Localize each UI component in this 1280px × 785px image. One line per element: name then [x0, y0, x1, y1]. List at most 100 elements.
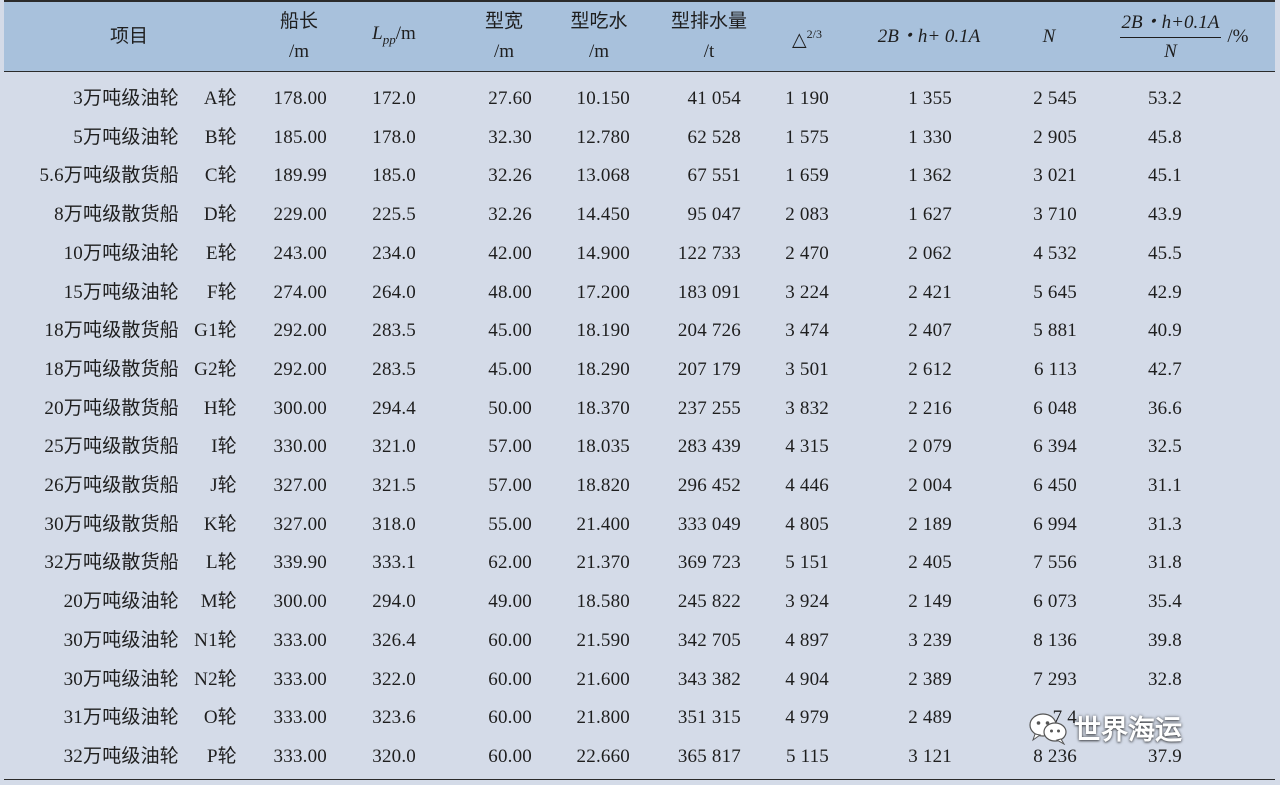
cell-formula: 3 121 [908, 745, 952, 767]
cell-width: 27.60 [488, 88, 532, 109]
cell-draft: 21.400 [576, 513, 630, 535]
cell-name: 20万吨级散货船 [44, 397, 179, 419]
cell-lpp: 323.6 [372, 707, 416, 729]
cell-n: 6 450 [1033, 475, 1077, 496]
cell-formula: 2 216 [908, 397, 952, 419]
cell-ratio: 31.1 [1147, 475, 1182, 496]
cell-length: 178.00 [273, 88, 327, 109]
cell-n: 6 994 [1033, 513, 1077, 535]
cell-name: 30万吨级油轮 [63, 668, 179, 690]
cell-name: 20万吨级油轮 [63, 591, 179, 613]
cell-formula: 2 389 [908, 668, 952, 690]
cell-n: 6 073 [1033, 591, 1077, 613]
cell-name: 5万吨级油轮 [73, 126, 179, 148]
cell-n: 4 532 [1033, 242, 1077, 264]
cell-delta: 1 190 [785, 88, 829, 109]
cell-formula: 1 362 [908, 165, 952, 187]
cell-ratio: 32.8 [1147, 668, 1182, 690]
cell-disp: 245 822 [677, 591, 741, 613]
cell-name: 25万吨级散货船 [44, 436, 179, 458]
cell-width: 50.00 [488, 397, 532, 419]
table-row: 5.6万吨级散货船 C轮 189.99 185.0 32.26 13.068 67 551 1… [4, 157, 1275, 196]
cell-ship: K轮 [203, 513, 237, 535]
cell-draft: 18.820 [576, 475, 630, 496]
cell-draft: 21.800 [576, 707, 630, 729]
cell-length: 333.00 [273, 629, 327, 651]
cell-lpp: 172.0 [372, 88, 416, 109]
cell-formula: 1 330 [908, 126, 952, 148]
cell-draft: 17.200 [576, 281, 630, 303]
cell-n: 2 545 [1033, 88, 1077, 109]
table-row: 3万吨级油轮 A轮 178.00 172.0 27.60 10.150 41 054 1 19… [4, 80, 1275, 119]
cell-ratio: 35.4 [1147, 591, 1182, 613]
cell-n: 2 905 [1033, 126, 1077, 148]
cell-width: 60.00 [488, 629, 532, 651]
cell-formula: 2 149 [908, 591, 952, 613]
cell-lpp: 318.0 [372, 513, 416, 535]
table-row: 8万吨级散货船 D轮 229.00 225.5 32.26 14.450 95 047 2 0… [4, 196, 1275, 235]
cell-width: 32.26 [488, 165, 532, 187]
cell-ship: C轮 [204, 165, 237, 187]
cell-length: 327.00 [273, 513, 327, 535]
cell-draft: 14.900 [576, 242, 630, 264]
cell-disp: 122 733 [677, 242, 741, 264]
table-row: 15万吨级油轮 F轮 274.00 264.0 48.00 17.200 183 091 3 … [4, 274, 1275, 313]
cell-lpp: 333.1 [372, 552, 416, 574]
cell-delta: 3 474 [785, 320, 829, 342]
cell-name: 32万吨级散货船 [44, 552, 179, 574]
cell-name: 15万吨级油轮 [63, 281, 179, 303]
table-row: 30万吨级油轮 N1轮 333.00 326.4 60.00 21.590 342 705 4… [4, 622, 1275, 661]
table-row: 18万吨级散货船 G1轮 292.00 283.5 45.00 18.190 204 726… [4, 312, 1275, 351]
cell-ship: D轮 [203, 204, 237, 226]
cell-width: 48.00 [488, 281, 532, 303]
cell-delta: 3 832 [785, 397, 829, 419]
cell-name: 30万吨级油轮 [63, 629, 179, 651]
cell-width: 42.00 [488, 242, 532, 264]
cell-width: 45.00 [488, 320, 532, 342]
cell-draft: 12.780 [576, 126, 630, 148]
cell-length: 292.00 [273, 320, 327, 342]
cell-length: 300.00 [273, 397, 327, 419]
cell-length: 333.00 [273, 707, 327, 729]
cell-length: 243.00 [273, 242, 327, 264]
cell-formula: 2 421 [908, 281, 952, 303]
cell-draft: 10.150 [576, 88, 630, 109]
cell-lpp: 322.0 [372, 668, 416, 690]
cell-name: 32万吨级油轮 [63, 745, 179, 767]
cell-name: 26万吨级散货船 [44, 475, 179, 496]
cell-ship: E轮 [205, 242, 237, 264]
table-row: 10万吨级油轮 E轮 243.00 234.0 42.00 14.900 122 733 2 … [4, 235, 1275, 274]
cell-length: 229.00 [273, 204, 327, 226]
cell-disp: 204 726 [677, 320, 741, 342]
cell-n: 3 710 [1033, 204, 1077, 226]
cell-delta: 4 315 [785, 436, 829, 458]
table-row: 30万吨级散货船 K轮 327.00 318.0 55.00 21.400 333 049 4… [4, 506, 1275, 545]
cell-draft: 22.660 [576, 745, 630, 767]
cell-ship: A轮 [203, 88, 237, 109]
cell-draft: 18.035 [576, 436, 630, 458]
cell-ratio: 37.9 [1147, 745, 1182, 767]
header-ratio: 2B・h+0.1A N /% [1099, 2, 1269, 72]
cell-disp: 343 382 [677, 668, 741, 690]
cell-length: 300.00 [273, 591, 327, 613]
cell-delta: 4 897 [785, 629, 829, 651]
cell-ratio: 42.9 [1147, 281, 1182, 303]
cell-formula: 2 062 [908, 242, 952, 264]
cell-delta: 4 904 [785, 668, 829, 690]
cell-ship: P轮 [207, 745, 237, 767]
cell-ship: N1轮 [194, 629, 237, 651]
cell-ship: N2轮 [194, 668, 237, 690]
cell-disp: 351 315 [677, 707, 741, 729]
cell-length: 339.90 [273, 552, 327, 574]
watermark: 世界海运 [1028, 703, 1182, 751]
cell-width: 45.00 [488, 358, 532, 380]
cell-draft: 21.600 [576, 668, 630, 690]
cell-width: 60.00 [488, 707, 532, 729]
cell-ratio: 31.8 [1147, 552, 1182, 574]
cell-lpp: 283.5 [372, 320, 416, 342]
cell-delta: 1 575 [785, 126, 829, 148]
header-length: 船长 /m [279, 11, 318, 62]
cell-disp: 369 723 [677, 552, 741, 574]
cell-draft: 18.290 [576, 358, 630, 380]
